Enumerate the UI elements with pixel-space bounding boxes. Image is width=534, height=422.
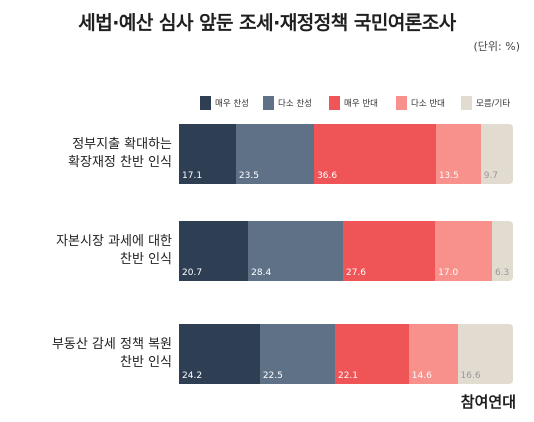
data-label: 16.6 <box>460 371 481 381</box>
category-label-line: 찬반 인식 <box>120 252 172 267</box>
data-label: 28.4 <box>251 268 272 278</box>
legend-label: 매우 반대 <box>344 99 378 109</box>
bar-segment: 23.5 <box>235 124 315 184</box>
legend-item: 다소 반대 <box>396 95 445 111</box>
brand-logo: 참여연대 <box>460 393 516 411</box>
bar-segment: 13.5 <box>435 124 482 184</box>
bar-segment: 24.2 <box>179 324 261 384</box>
legend-swatch <box>329 96 340 110</box>
category-label-line: 찬반 인식 <box>120 355 172 370</box>
legend-item: 다소 찬성 <box>263 95 312 111</box>
stacked-bar: 20.7 28.4 27.6 17.0 6.3 <box>179 221 513 281</box>
bar-segment: 17.0 <box>435 221 493 281</box>
data-label: 13.5 <box>438 171 459 181</box>
stacked-bar: 17.1 23.5 36.6 13.5 9.7 <box>179 124 513 184</box>
bar-segment: 6.3 <box>491 221 513 281</box>
data-label: 24.2 <box>182 371 203 381</box>
bar-segment: 27.6 <box>342 221 436 281</box>
legend-label: 다소 찬성 <box>278 99 312 109</box>
stacked-bar: 24.2 22.5 22.1 14.6 16.6 <box>179 324 513 384</box>
legend-swatch <box>461 96 472 110</box>
data-label: 36.6 <box>317 171 338 181</box>
data-label: 23.5 <box>238 171 259 181</box>
bar-segment: 36.6 <box>314 124 437 184</box>
legend-label: 매우 찬성 <box>215 99 249 109</box>
legend-label: 모름/기타 <box>476 99 511 109</box>
data-label: 22.5 <box>262 371 283 381</box>
legend-swatch <box>200 96 211 110</box>
data-label: 20.7 <box>182 268 203 278</box>
bar-segment: 16.6 <box>457 324 513 384</box>
bar-segment: 20.7 <box>179 221 249 281</box>
data-label: 6.3 <box>494 268 510 278</box>
bar-segment: 28.4 <box>248 221 344 281</box>
legend-swatch <box>263 96 274 110</box>
data-label: 17.0 <box>438 268 459 278</box>
bar-segment: 22.1 <box>334 324 410 384</box>
legend: 매우 찬성 다소 찬성 매우 반대 다소 반대 모름/기타 <box>200 95 530 111</box>
bar-segment: 9.7 <box>480 124 513 184</box>
legend-item: 모름/기타 <box>461 95 510 111</box>
legend-label: 다소 반대 <box>411 99 445 109</box>
legend-item: 매우 찬성 <box>200 95 249 111</box>
data-label: 22.1 <box>337 371 359 381</box>
legend-item: 매우 반대 <box>329 95 378 111</box>
bar-segment: 17.1 <box>179 124 237 184</box>
data-label: 17.1 <box>182 171 203 181</box>
bar-segment: 22.5 <box>259 324 336 384</box>
data-label: 27.6 <box>345 268 367 278</box>
category-label-line: 정부지출 확대하는 <box>72 137 172 152</box>
bar-segment: 14.6 <box>408 324 459 384</box>
unit-label: (단위: %) <box>473 40 520 53</box>
category-label-line: 자본시장 과세에 대한 <box>56 234 172 249</box>
legend-swatch <box>396 96 407 110</box>
data-label: 9.7 <box>483 171 499 181</box>
data-label: 14.6 <box>411 371 432 381</box>
chart-title: 세법·예산 심사 앞둔 조세·재정정책 국민여론조사 <box>78 12 456 34</box>
category-label-line: 확장재정 찬반 인식 <box>68 155 172 170</box>
category-label-line: 부동산 감세 정책 복원 <box>51 337 172 352</box>
